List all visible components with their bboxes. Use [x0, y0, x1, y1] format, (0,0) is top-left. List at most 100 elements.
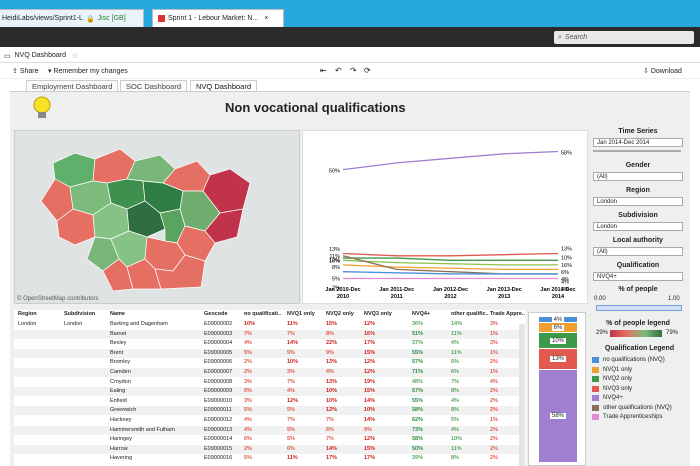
- table-row[interactable]: Hackney E09000012 4% 7% 7% 14% 62% 5% 1%: [14, 416, 519, 425]
- legend-item[interactable]: other qualifications (NVQ): [592, 404, 672, 412]
- table-cell: E09000010: [204, 397, 233, 404]
- table-cell: 51%: [412, 330, 424, 337]
- table-cell: Hammersmith and Fulham: [110, 426, 175, 433]
- table-row[interactable]: Camden E09000007 2% 3% 4% 12% 71% 6% 1%: [14, 368, 519, 377]
- subdivision-select[interactable]: London: [593, 222, 683, 231]
- region-label: Region: [626, 187, 650, 194]
- column-header[interactable]: no qualificati..: [244, 311, 281, 317]
- stack-segment[interactable]: 6%: [539, 323, 577, 334]
- column-header[interactable]: NVQ1 only: [287, 311, 315, 317]
- table-cell: 4%: [244, 426, 252, 433]
- table-cell: 5%: [287, 436, 295, 443]
- share-button[interactable]: ⇪ Share: [12, 68, 39, 75]
- table-row[interactable]: Brent E09000005 5% 5% 9% 15% 55% 11% 1%: [14, 348, 519, 358]
- borough-region[interactable]: [154, 254, 206, 290]
- column-header[interactable]: NVQ3 only: [364, 311, 392, 317]
- table-cell: 3%: [244, 378, 252, 385]
- tab-employment-dashboard[interactable]: Employment Dashboard: [26, 80, 119, 91]
- table-row[interactable]: Havering E09000016 5% 11% 17% 17% 39% 8% 2%: [14, 454, 519, 463]
- column-header[interactable]: Trade Appre..: [490, 311, 525, 317]
- legend-item[interactable]: NVQ4+: [592, 394, 623, 402]
- stack-segment[interactable]: 13%: [539, 349, 577, 370]
- stack-segment[interactable]: 58%: [539, 369, 577, 463]
- table-cell: E09000006: [204, 359, 233, 366]
- region-select[interactable]: London: [593, 197, 683, 206]
- table-row[interactable]: Ealing E09000009 6% 4% 10% 15% 57% 8% 2%: [14, 387, 519, 397]
- table-cell: 12%: [364, 436, 376, 443]
- gender-select[interactable]: (All): [593, 172, 683, 181]
- series-line[interactable]: [342, 264, 558, 271]
- download-button[interactable]: ⇩ Download: [643, 68, 682, 75]
- close-icon[interactable]: ×: [264, 15, 269, 22]
- series-line[interactable]: [342, 259, 558, 266]
- stack-segment-label: 10%: [549, 337, 566, 344]
- legend-item[interactable]: no qualifications (NVQ): [592, 356, 665, 364]
- time-series-line-chart[interactable]: 50% 58% 13% 13% 11% 10% 10% 16% 8% 6% 12% 4% 5% 4% 2% 2…: [302, 130, 588, 304]
- people-legend-gradient: [610, 330, 662, 337]
- time-series-select[interactable]: Jan 2014-Dec 2014: [593, 138, 683, 147]
- table-cell: 55%: [412, 349, 424, 356]
- table-scrollbar[interactable]: [519, 324, 525, 466]
- column-header[interactable]: Subdivision: [64, 311, 96, 317]
- refresh-icon[interactable]: ⟳: [364, 66, 371, 75]
- table-row[interactable]: Harrow E09000015 2% 6% 14% 15% 50% 11% 2%: [14, 444, 519, 454]
- table-row[interactable]: Greenwich E09000011 5% 5% 12% 10% 58% 8% 2%: [14, 406, 519, 416]
- table-cell: 8%: [326, 330, 334, 337]
- table-row[interactable]: Bexley E09000004 4% 14% 22% 17% 37% 4% 3%: [14, 339, 519, 348]
- table-row[interactable]: Hammersmith and Fulham E09000013 4% 5% 6% 9% 7…: [14, 425, 519, 435]
- table-cell: 11%: [287, 321, 298, 327]
- series-line[interactable]: [342, 271, 558, 275]
- table-cell: 4%: [244, 417, 252, 423]
- table-row[interactable]: London London Barking and Dagenham E0900000…: [14, 320, 519, 329]
- series-line[interactable]: [342, 252, 559, 257]
- legend-swatch: [592, 376, 599, 382]
- table-cell: 4%: [326, 369, 334, 375]
- column-header[interactable]: Geocode: [204, 311, 228, 317]
- tab-soc-dashboard[interactable]: SOC Dashboard: [120, 80, 188, 91]
- qualification-select[interactable]: NVQ4+: [593, 272, 683, 281]
- borough-map[interactable]: [15, 131, 301, 305]
- legend-item[interactable]: NVQ3 only: [592, 385, 632, 393]
- table-cell: E09000012: [204, 417, 233, 423]
- revert-icon[interactable]: ⇤: [320, 66, 327, 75]
- series-line[interactable]: [343, 257, 558, 261]
- table-row[interactable]: Enfield E09000010 3% 12% 10% 14% 55% 4% 2%: [14, 397, 519, 406]
- column-header[interactable]: Region: [18, 311, 37, 317]
- table-row[interactable]: Croydon E09000008 3% 7% 13% 19% 48% 7% 4%: [14, 378, 519, 387]
- table-cell: 9%: [364, 426, 372, 433]
- stack-segment[interactable]: 4%: [539, 316, 577, 324]
- table-cell: 7%: [326, 436, 334, 443]
- table-row[interactable]: Bromley E09000006 2% 10% 13% 12% 57% 6% 2%: [14, 358, 519, 367]
- x-tick-label: Jan 2014-Dec: [540, 287, 575, 293]
- people-range-slider[interactable]: [596, 305, 682, 311]
- column-header[interactable]: NVQ4+: [412, 311, 431, 317]
- table-cell: 57%: [412, 388, 424, 395]
- tab-nvq-dashboard[interactable]: NVQ Dashboard: [190, 80, 258, 91]
- legend-item[interactable]: NVQ2 only: [592, 375, 632, 383]
- column-header[interactable]: Name: [110, 311, 125, 317]
- column-header[interactable]: NVQ2 only: [326, 311, 354, 317]
- series-line[interactable]: [342, 150, 559, 171]
- borough-region[interactable]: [204, 208, 244, 244]
- stacked-qualification-bar[interactable]: 4% 6% 10% 13% 58%: [528, 312, 586, 466]
- london-map[interactable]: © OpenStreetMap contributors: [14, 130, 300, 304]
- undo-icon[interactable]: ↶: [335, 66, 342, 75]
- table-row[interactable]: Haringey E09000014 6% 5% 7% 12% 58% 10% 2%: [14, 435, 519, 444]
- browser-tab-heidilabs[interactable]: HeidiLabs/views/Sprint1-L 🔒 Jisc [GB]: [0, 9, 144, 27]
- table-row[interactable]: Barnet E09000003 7% 7% 8% 16% 51% 11% 1%: [14, 329, 519, 339]
- search-input[interactable]: ⌕ Search: [554, 31, 694, 44]
- legend-swatch: [592, 357, 599, 363]
- table-cell: 5%: [244, 455, 252, 462]
- stack-segment[interactable]: 10%: [539, 333, 577, 350]
- x-tick-label: Jan 2010-Dec: [325, 287, 360, 293]
- browser-tab-sprint[interactable]: Sprint 1 - Lebour Market: N... ×: [152, 9, 284, 27]
- table-cell: 8%: [451, 407, 459, 414]
- column-header[interactable]: other qualific..: [451, 311, 489, 317]
- time-series-slider[interactable]: [593, 150, 681, 152]
- star-icon[interactable]: ☆: [71, 52, 79, 60]
- local-authority-select[interactable]: (All): [593, 247, 683, 256]
- legend-item[interactable]: Trade Apprenticeships: [592, 413, 662, 421]
- legend-item[interactable]: NVQ1 only: [592, 366, 632, 374]
- remember-changes-button[interactable]: ▾ Remember my changes: [48, 68, 128, 75]
- redo-icon[interactable]: ↷: [350, 66, 357, 75]
